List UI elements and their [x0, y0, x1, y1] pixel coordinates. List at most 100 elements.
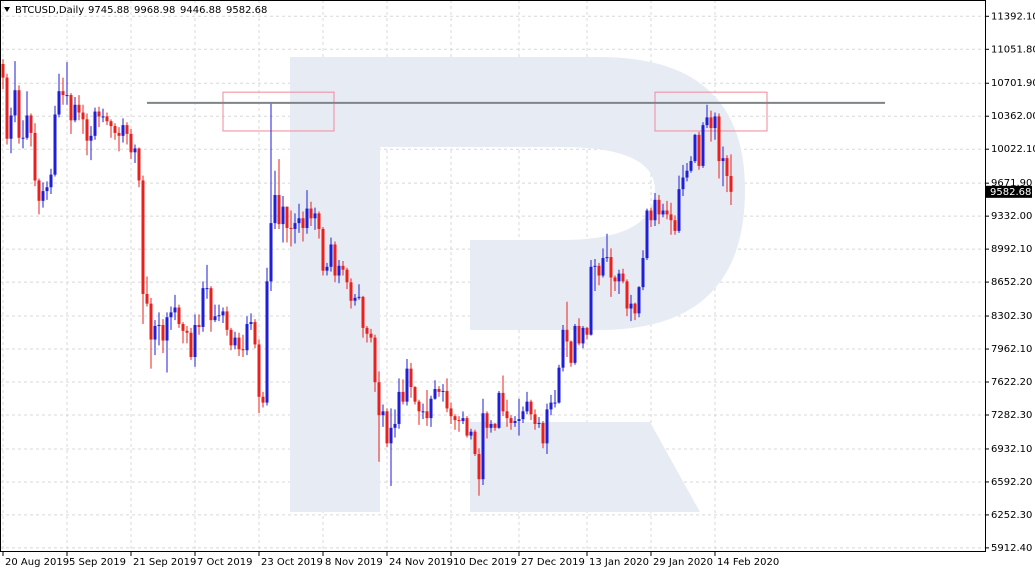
candle-body: [649, 210, 653, 221]
candle-body: [273, 194, 277, 224]
candle-body: [377, 382, 381, 416]
candle-body: [445, 390, 449, 409]
candle-body: [1, 64, 5, 78]
candle-body: [173, 307, 177, 313]
candle-body: [521, 411, 525, 420]
symbol-title: BTCUSD,Daily: [15, 5, 84, 16]
candle-body: [221, 311, 225, 316]
candle-body: [305, 208, 309, 228]
candle-body: [389, 427, 393, 444]
candle-body: [69, 95, 73, 121]
candle-body: [361, 296, 365, 328]
candle-body: [569, 341, 573, 363]
candle-body: [213, 316, 217, 321]
y-tick-label: 8652.20: [991, 277, 1032, 288]
candle-body: [117, 132, 121, 136]
y-tick-label: 11051.80: [991, 44, 1035, 55]
candle-body: [493, 423, 497, 428]
candle-body: [369, 333, 373, 338]
candle-body: [365, 327, 369, 334]
candle-body: [209, 288, 213, 321]
candle-body: [297, 218, 301, 224]
candle-body: [197, 324, 201, 327]
candle-body: [609, 257, 613, 278]
candle-body: [677, 189, 681, 231]
candle-body: [705, 117, 709, 126]
candle-body: [81, 112, 85, 120]
candle-body: [417, 401, 421, 412]
candle-body: [153, 325, 157, 340]
y-tick-label: 8302.30: [991, 311, 1032, 322]
candle-body: [125, 125, 129, 134]
x-tick-label: 5 Sep 2019: [69, 557, 126, 568]
candle-body: [641, 258, 645, 288]
axes: 11392.10 11051.80 10701.90 10362.00 10022.10…: [2, 11, 1035, 568]
menu-arrow[interactable]: [4, 7, 10, 12]
candle-body: [633, 303, 637, 314]
y-tick-label: 6932.10: [991, 444, 1032, 455]
candle-body: [441, 390, 445, 392]
candle-body: [557, 367, 561, 403]
candle-body: [77, 104, 81, 113]
candle-body: [101, 116, 105, 118]
candle-body: [61, 91, 65, 96]
candle-body: [577, 325, 581, 344]
candle-body: [717, 116, 721, 162]
candle-body: [673, 220, 677, 231]
candle-body: [697, 134, 701, 166]
candle-body: [289, 227, 293, 229]
candle-body: [29, 115, 33, 133]
candle-body: [517, 419, 521, 422]
resistance-zone: [222, 91, 335, 132]
candle-body: [457, 420, 461, 422]
candle-body: [625, 281, 629, 309]
price-tag: [986, 185, 1032, 198]
candle-body: [581, 327, 585, 344]
candle-body: [621, 273, 625, 282]
candle-body: [309, 208, 313, 219]
candle-body: [385, 411, 389, 444]
candle-body: [693, 134, 697, 162]
candle-body: [473, 431, 477, 455]
candle-body: [401, 391, 405, 402]
candle-body: [301, 218, 305, 228]
candle-body: [477, 454, 481, 480]
candle-body: [293, 223, 297, 229]
watermark: [290, 57, 745, 512]
candle-body: [201, 288, 205, 327]
candle-body: [721, 158, 725, 162]
candle-body: [465, 418, 469, 436]
candle-body: [425, 411, 429, 419]
candle-body: [261, 396, 265, 403]
candle-body: [149, 303, 153, 340]
candle-body: [489, 423, 493, 428]
candle-body: [113, 126, 117, 133]
candle-body: [281, 206, 285, 225]
candle-body: [461, 418, 465, 422]
candle-body: [533, 414, 537, 424]
candle-body: [353, 297, 357, 301]
candle-body: [89, 135, 93, 141]
candle-body: [505, 411, 509, 419]
candle-body: [193, 324, 197, 358]
price-tag-label: 9582.68: [990, 187, 1031, 198]
plot-frame: [0, 0, 986, 552]
candle-body: [637, 287, 641, 314]
candle-body: [341, 265, 345, 270]
candle-body: [277, 194, 281, 225]
candle-body: [481, 413, 485, 480]
x-tick-label: 27 Dec 2019: [521, 557, 585, 568]
candle-body: [257, 344, 261, 397]
candle-body: [129, 133, 133, 153]
candle-body: [429, 398, 433, 419]
candle-body: [145, 293, 149, 304]
x-tick-label: 10 Dec 2019: [453, 557, 517, 568]
candle-body: [525, 401, 529, 412]
candle-body: [613, 277, 617, 282]
x-tick-label: 20 Aug 2019: [5, 557, 69, 568]
candle-body: [393, 423, 397, 428]
candle-body: [597, 265, 601, 276]
candle-body: [329, 244, 333, 267]
candle-body: [49, 174, 53, 188]
candle-body: [449, 408, 453, 417]
